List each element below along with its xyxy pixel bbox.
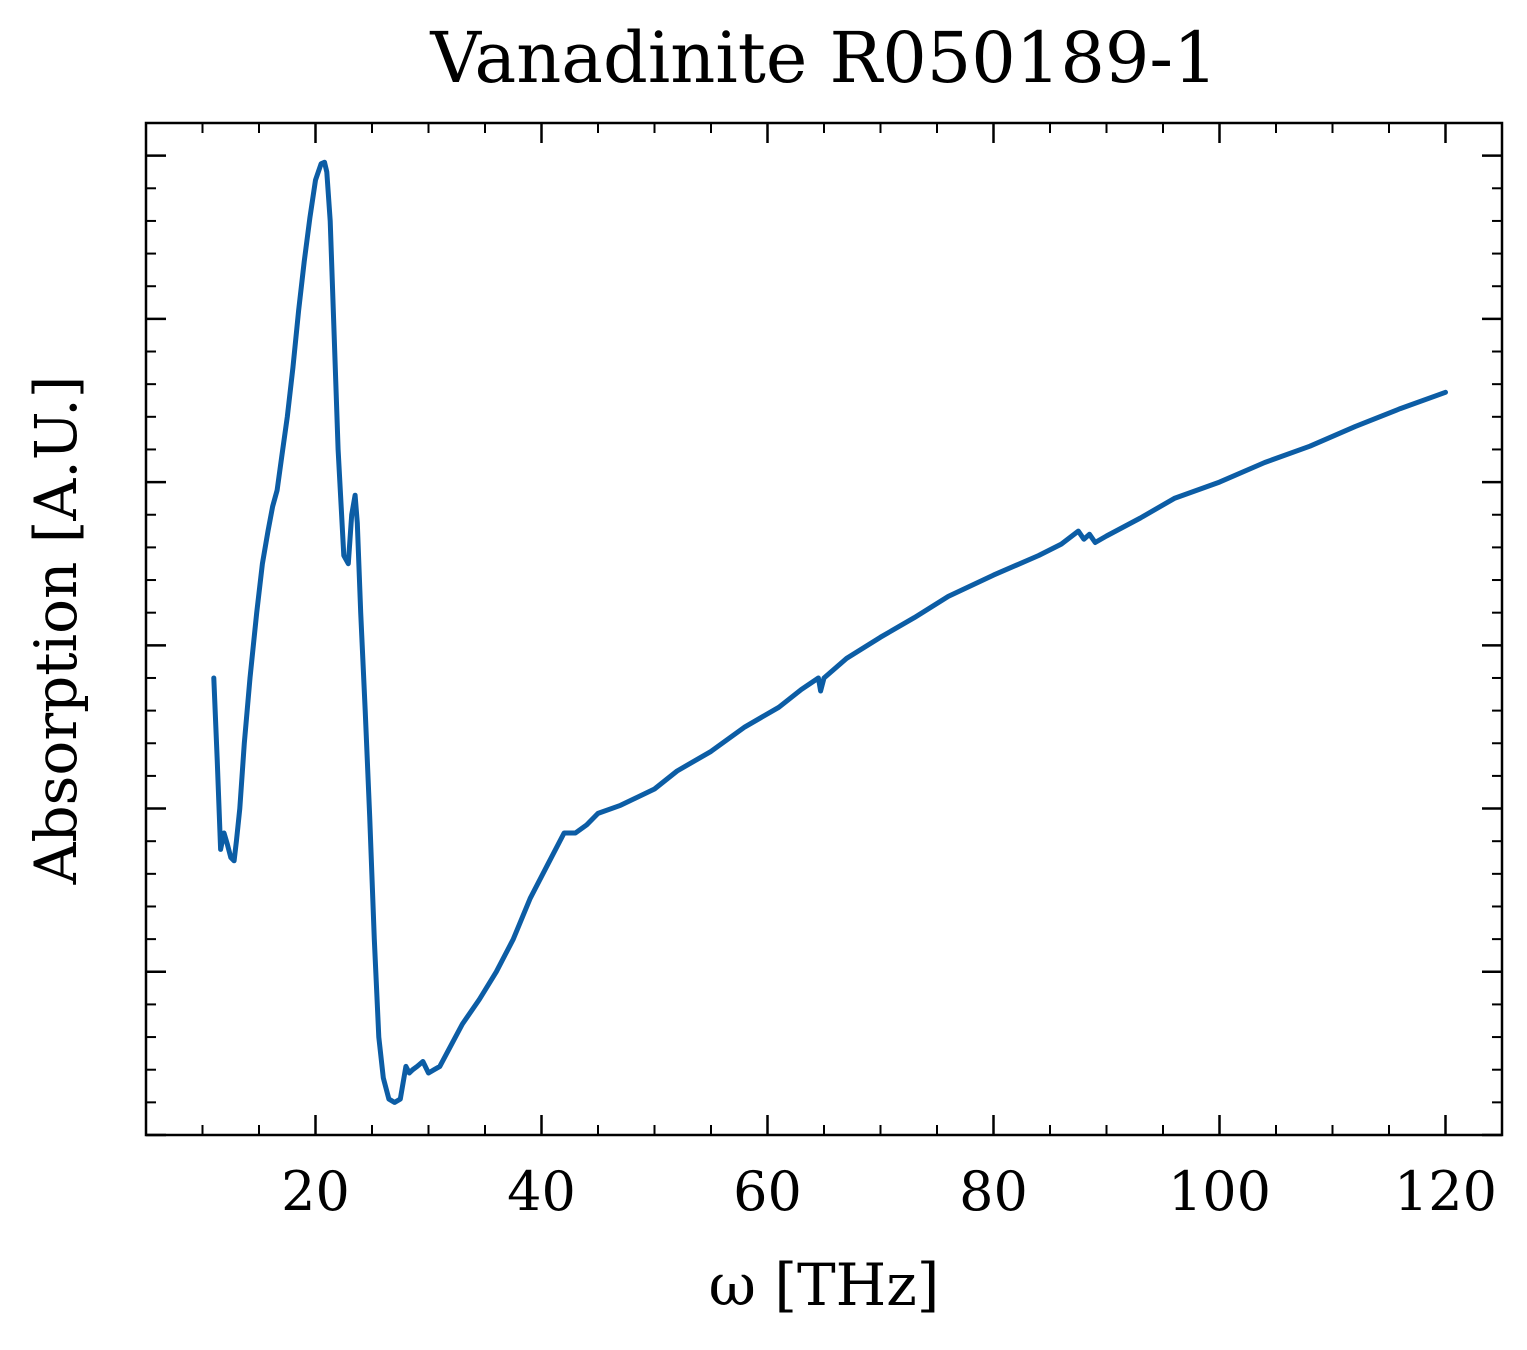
x-tick-label: 60 [733,1160,802,1223]
x-tick-labels: 20 40 60 80 100 120 [281,1160,1497,1223]
x-axis-label: ω [THz] [709,1251,940,1319]
series-layer [211,159,1448,1105]
axis-ticks [146,123,1502,1137]
x-tick-label: 120 [1394,1160,1497,1223]
x-tick-label: 40 [507,1160,576,1223]
x-tick-label: 20 [281,1160,350,1223]
plot-frame [144,121,1504,1137]
y-axis-label: Absorption [A.U.] [22,376,90,886]
absorption-series-line [211,159,1448,1105]
x-tick-label: 80 [959,1160,1028,1223]
chart-title: Vanadinite R050189-1 [429,17,1217,99]
x-tick-label: 100 [1168,1160,1271,1223]
